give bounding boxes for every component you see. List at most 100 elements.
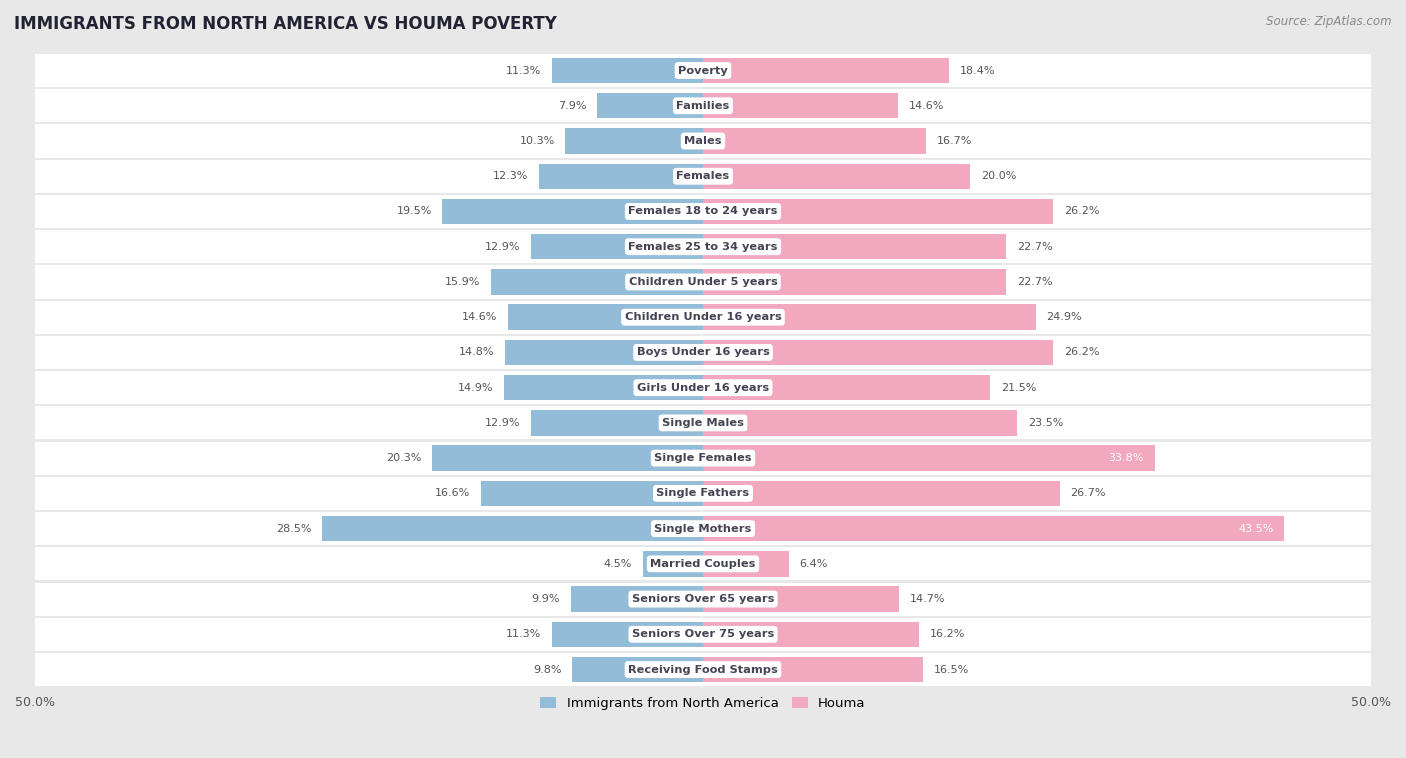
Text: Boys Under 16 years: Boys Under 16 years [637,347,769,358]
Text: Females: Females [676,171,730,181]
Text: Married Couples: Married Couples [651,559,755,568]
Bar [703,164,970,189]
Bar [703,622,920,647]
FancyBboxPatch shape [35,265,1371,299]
FancyBboxPatch shape [35,477,1371,510]
Text: Single Fathers: Single Fathers [657,488,749,498]
Text: Poverty: Poverty [678,65,728,76]
Bar [643,551,703,577]
Text: 43.5%: 43.5% [1239,524,1274,534]
Bar [503,375,703,400]
Text: Families: Families [676,101,730,111]
Bar [703,128,927,154]
Text: Seniors Over 75 years: Seniors Over 75 years [631,629,775,639]
Text: Females 25 to 34 years: Females 25 to 34 years [628,242,778,252]
FancyBboxPatch shape [35,371,1371,404]
Text: Males: Males [685,136,721,146]
Text: 22.7%: 22.7% [1017,277,1053,287]
Text: 33.8%: 33.8% [1108,453,1144,463]
Bar [565,128,703,154]
Text: 12.9%: 12.9% [485,418,520,428]
Bar [703,410,1017,436]
Text: 22.7%: 22.7% [1017,242,1053,252]
Text: 23.5%: 23.5% [1028,418,1063,428]
FancyBboxPatch shape [35,89,1371,122]
Text: Females 18 to 24 years: Females 18 to 24 years [628,206,778,217]
Text: 26.7%: 26.7% [1070,488,1107,498]
Text: 14.6%: 14.6% [908,101,943,111]
Text: IMMIGRANTS FROM NORTH AMERICA VS HOUMA POVERTY: IMMIGRANTS FROM NORTH AMERICA VS HOUMA P… [14,15,557,33]
Bar [703,340,1053,365]
Bar [703,93,898,118]
FancyBboxPatch shape [35,653,1371,686]
Text: 16.7%: 16.7% [936,136,972,146]
Text: Children Under 5 years: Children Under 5 years [628,277,778,287]
Bar [322,516,703,541]
Text: 15.9%: 15.9% [444,277,479,287]
Bar [481,481,703,506]
Text: 24.9%: 24.9% [1046,312,1083,322]
Bar [703,446,1154,471]
Bar [571,587,703,612]
Bar [530,410,703,436]
Bar [508,305,703,330]
Bar [432,446,703,471]
FancyBboxPatch shape [35,54,1371,87]
Text: 18.4%: 18.4% [959,65,995,76]
Bar [443,199,703,224]
Bar [703,234,1007,259]
Text: 14.7%: 14.7% [910,594,946,604]
FancyBboxPatch shape [35,512,1371,545]
Text: 14.8%: 14.8% [460,347,495,358]
FancyBboxPatch shape [35,124,1371,158]
Text: 9.9%: 9.9% [531,594,560,604]
Bar [491,269,703,295]
Bar [553,58,703,83]
Text: 28.5%: 28.5% [276,524,312,534]
Bar [703,657,924,682]
Text: 14.9%: 14.9% [458,383,494,393]
Bar [703,269,1007,295]
Bar [553,622,703,647]
Text: 9.8%: 9.8% [533,665,561,675]
Legend: Immigrants from North America, Houma: Immigrants from North America, Houma [536,692,870,716]
Text: 10.3%: 10.3% [519,136,555,146]
Text: Girls Under 16 years: Girls Under 16 years [637,383,769,393]
FancyBboxPatch shape [35,442,1371,475]
Text: 11.3%: 11.3% [506,629,541,639]
FancyBboxPatch shape [35,582,1371,615]
Bar [703,305,1036,330]
Text: Children Under 16 years: Children Under 16 years [624,312,782,322]
FancyBboxPatch shape [35,195,1371,228]
Text: Single Females: Single Females [654,453,752,463]
Bar [530,234,703,259]
Bar [703,516,1284,541]
FancyBboxPatch shape [35,406,1371,440]
Text: 26.2%: 26.2% [1064,206,1099,217]
Text: 20.3%: 20.3% [385,453,422,463]
Bar [703,58,949,83]
Text: 21.5%: 21.5% [1001,383,1036,393]
Text: 26.2%: 26.2% [1064,347,1099,358]
FancyBboxPatch shape [35,230,1371,263]
Bar [703,481,1060,506]
Bar [703,199,1053,224]
Text: Single Males: Single Males [662,418,744,428]
Text: 20.0%: 20.0% [981,171,1017,181]
Bar [572,657,703,682]
Bar [598,93,703,118]
Bar [538,164,703,189]
Text: Receiving Food Stamps: Receiving Food Stamps [628,665,778,675]
Text: 19.5%: 19.5% [396,206,432,217]
FancyBboxPatch shape [35,336,1371,369]
Text: 12.3%: 12.3% [492,171,529,181]
Text: 16.2%: 16.2% [931,629,966,639]
Text: 16.5%: 16.5% [934,665,969,675]
Text: 4.5%: 4.5% [603,559,633,568]
Bar [703,587,900,612]
FancyBboxPatch shape [35,547,1371,581]
Text: Source: ZipAtlas.com: Source: ZipAtlas.com [1267,15,1392,28]
Text: 16.6%: 16.6% [436,488,471,498]
Text: 7.9%: 7.9% [558,101,586,111]
FancyBboxPatch shape [35,301,1371,334]
